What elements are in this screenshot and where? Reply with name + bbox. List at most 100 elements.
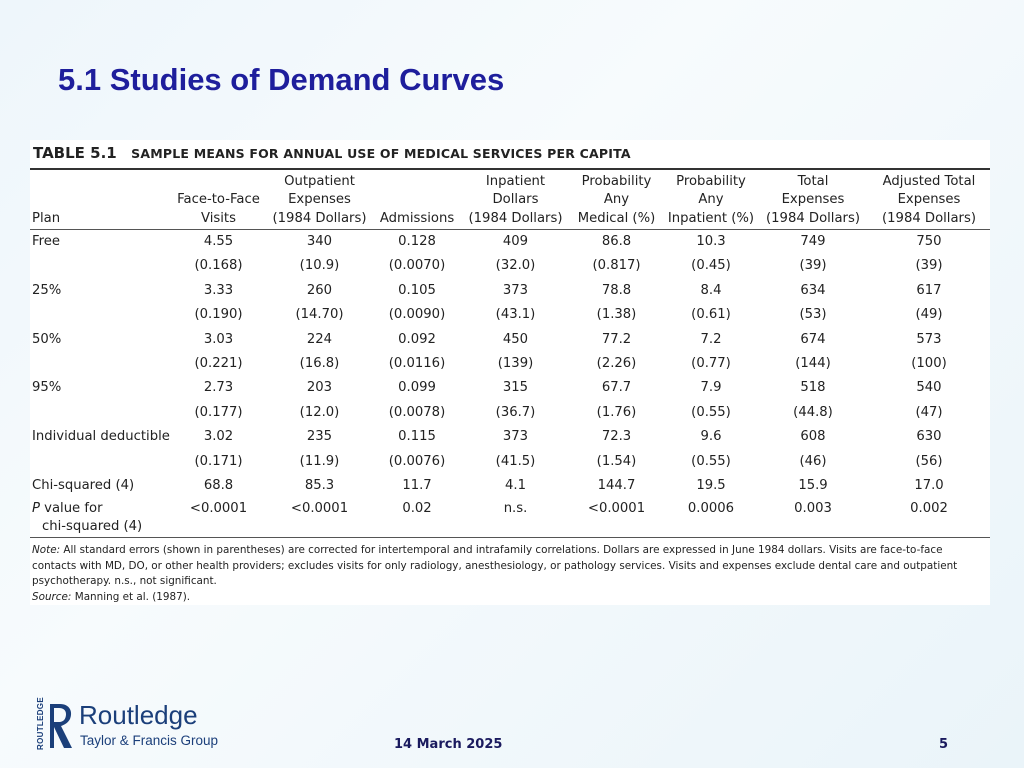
table-top-rule bbox=[30, 168, 990, 170]
table-cell: (2.26) bbox=[596, 356, 637, 372]
footer-date: 14 March 2025 bbox=[394, 737, 503, 752]
column-header: Probability Any Medical (%) bbox=[569, 170, 664, 230]
column-header-line: Probability bbox=[581, 173, 652, 189]
logo-subtitle: Taylor & Francis Group bbox=[80, 733, 219, 748]
column-header-line: Adjusted Total bbox=[882, 173, 976, 189]
table-cell: 3.33 bbox=[203, 282, 234, 298]
table-cell: 750 bbox=[916, 234, 942, 249]
page-number: 5 bbox=[939, 737, 949, 752]
table-cell: (53) bbox=[799, 307, 827, 323]
table-cell: 203 bbox=[306, 380, 333, 396]
table-cell: 315 bbox=[502, 380, 529, 396]
column-header-line: Any bbox=[603, 192, 630, 207]
column-header-line: (1984 Dollars) bbox=[272, 210, 367, 226]
routledge-head-icon bbox=[50, 704, 72, 748]
row-label: 50% bbox=[32, 331, 62, 347]
table-cell: (39) bbox=[799, 258, 827, 274]
table-cell: (0.221) bbox=[194, 356, 243, 372]
table-cell: 340 bbox=[306, 234, 333, 249]
table-cell: (0.0076) bbox=[388, 453, 446, 469]
table-cell: (0.77) bbox=[691, 356, 731, 372]
table-cell: (0.168) bbox=[194, 258, 243, 274]
table-cell: n.s. bbox=[503, 501, 528, 517]
table-cell: 85.3 bbox=[304, 478, 335, 494]
table-cell: (41.5) bbox=[495, 453, 536, 469]
table-cell: (0.171) bbox=[194, 453, 243, 469]
column-header-line: (1984 Dollars) bbox=[882, 210, 976, 226]
table-cell: (144) bbox=[795, 356, 831, 372]
source-label: Source: bbox=[32, 590, 72, 603]
table-cell: 0.099 bbox=[398, 380, 436, 396]
table-cell: (44.8) bbox=[793, 404, 833, 420]
table-cell: (0.0070) bbox=[388, 258, 446, 274]
column-header-plan: Plan bbox=[30, 170, 170, 230]
table-cell: 9.6 bbox=[700, 429, 722, 445]
table-cell: (12.0) bbox=[299, 404, 340, 420]
row-label bbox=[30, 303, 170, 327]
table-caption: TABLE 5.1 SAMPLE MEANS FOR ANNUAL USE OF… bbox=[33, 144, 631, 162]
column-header-line: (1984 Dollars) bbox=[468, 210, 563, 226]
table-row: (0.190) (14.70) (0.0090) (43.1) (1.38) (0.61)… bbox=[30, 303, 990, 327]
column-header: Outpatient Expenses (1984 Dollars) bbox=[267, 170, 372, 230]
table-cell: 450 bbox=[502, 331, 529, 347]
table-cell: 0.02 bbox=[402, 501, 432, 517]
table-cell: (43.1) bbox=[495, 307, 536, 323]
table-cell: 630 bbox=[916, 429, 942, 445]
table-cell: (10.9) bbox=[299, 258, 340, 274]
logo-side-text: ROUTLEDGE bbox=[35, 697, 45, 750]
table-cell: 260 bbox=[306, 282, 333, 298]
column-header-line: Any bbox=[698, 192, 724, 207]
table-cell: (0.55) bbox=[691, 404, 731, 420]
column-header-line: Admissions bbox=[379, 210, 455, 226]
table-bottom-rule bbox=[30, 537, 990, 538]
note-text: All standard errors (shown in parenthese… bbox=[32, 544, 958, 587]
table-figure: TABLE 5.1 SAMPLE MEANS FOR ANNUAL USE OF… bbox=[30, 140, 990, 605]
table-cell: <0.0001 bbox=[587, 501, 646, 517]
table-row: (0.168) (10.9) (0.0070) (32.0) (0.817) (0.45)… bbox=[30, 254, 990, 278]
table-cell: 0.0006 bbox=[687, 501, 735, 517]
table-cell: (0.45) bbox=[691, 258, 731, 274]
column-header-line: Expenses bbox=[288, 192, 351, 207]
table-cell: (0.55) bbox=[691, 453, 731, 469]
table-cell: (49) bbox=[915, 307, 943, 323]
table-cell: 0.002 bbox=[910, 501, 948, 517]
row-label: Chi-squared (4) bbox=[32, 478, 135, 494]
column-header-line: Inpatient bbox=[485, 173, 546, 189]
table-cell: (0.61) bbox=[691, 307, 731, 323]
slide-title: 5.1 Studies of Demand Curves bbox=[58, 62, 505, 97]
table-cell: 77.2 bbox=[601, 331, 632, 347]
table-cell: 78.8 bbox=[601, 282, 632, 298]
column-header-line: Plan bbox=[32, 210, 61, 226]
routledge-logo: ROUTLEDGE Routledge Taylor & Francis Gro… bbox=[32, 697, 222, 754]
table-cell: (0.177) bbox=[194, 404, 243, 420]
table-cell: (0.190) bbox=[194, 307, 243, 323]
row-label: Individual deductible bbox=[32, 429, 170, 445]
table-row: Free 4.55 340 0.128 409 86.8 10.3 749 750 bbox=[30, 230, 990, 254]
table-row: 95% 2.73 203 0.099 315 67.7 7.9 518 540 bbox=[30, 376, 990, 400]
table-cell: 3.03 bbox=[203, 331, 234, 347]
column-header-line: Total bbox=[797, 173, 829, 189]
table-cell: 15.9 bbox=[798, 478, 828, 494]
table-cell: 7.9 bbox=[700, 380, 722, 396]
column-header-line: Medical (%) bbox=[577, 210, 656, 226]
table-cell: 540 bbox=[916, 380, 942, 396]
table-row: 50% 3.03 224 0.092 450 77.2 7.2 674 573 bbox=[30, 328, 990, 352]
table-cell: 674 bbox=[800, 331, 826, 347]
table-cell: (1.76) bbox=[596, 404, 637, 420]
table-header-rule bbox=[30, 229, 990, 230]
column-header-line: Expenses bbox=[781, 192, 845, 207]
table-cell: 72.3 bbox=[601, 429, 632, 445]
column-header: Inpatient Dollars (1984 Dollars) bbox=[462, 170, 569, 230]
note-label: Note: bbox=[32, 544, 61, 556]
table-cell: (39) bbox=[915, 258, 943, 274]
row-label bbox=[30, 254, 170, 278]
table-row: (0.177) (12.0) (0.0078) (36.7) (1.76) (0.55) (… bbox=[30, 401, 990, 425]
row-label bbox=[30, 450, 170, 474]
table-cell: 409 bbox=[502, 234, 529, 249]
table-cell: (32.0) bbox=[495, 258, 536, 274]
table-cell: 608 bbox=[800, 429, 826, 445]
source-text: Manning et al. (1987). bbox=[71, 590, 191, 603]
table-cell: (0.0078) bbox=[388, 404, 446, 420]
table-cell: 86.8 bbox=[601, 234, 632, 249]
table-cell: 144.7 bbox=[597, 478, 636, 494]
